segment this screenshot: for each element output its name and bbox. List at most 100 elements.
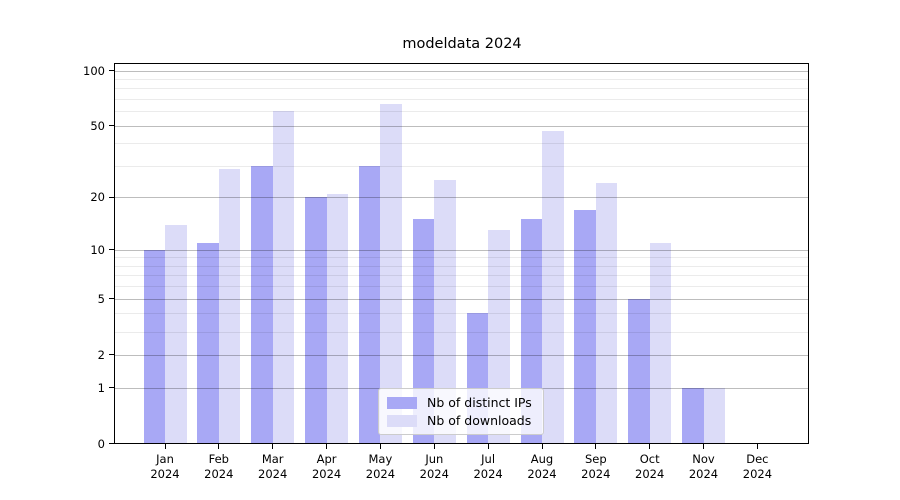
- bar-distinct-ips-jun: [412, 219, 435, 444]
- year-label: 2024: [581, 467, 611, 481]
- x-tick-label-sep: Sep 2024: [566, 452, 626, 482]
- x-tick-label-apr: Apr 2024: [297, 452, 357, 482]
- month-label: Apr: [316, 452, 337, 466]
- x-tick-mark: [218, 444, 220, 449]
- y-tick-label: 10: [90, 242, 105, 257]
- y-tick-label: 1: [97, 380, 105, 395]
- y-tick-mark: [109, 443, 114, 445]
- legend-label-downloads: Nb of downloads: [427, 413, 532, 428]
- month-label: Oct: [639, 452, 660, 466]
- legend-swatch-downloads: [387, 414, 417, 427]
- minor-gridline: [115, 286, 808, 288]
- year-label: 2024: [419, 467, 449, 481]
- minor-gridline: [115, 313, 808, 315]
- bar-distinct-ips-aug: [520, 219, 542, 444]
- minor-gridline: [115, 265, 808, 267]
- minor-gridline: [115, 331, 808, 333]
- bar-distinct-ips-nov: [682, 387, 704, 444]
- month-label: May: [368, 452, 393, 466]
- y-tick-label: 0: [97, 436, 105, 451]
- x-tick-mark: [595, 444, 597, 449]
- x-tick-mark: [487, 444, 489, 449]
- bar-downloads-sep: [595, 183, 618, 444]
- month-label: Sep: [584, 452, 607, 466]
- bar-distinct-ips-feb: [197, 242, 219, 444]
- chart-title: modeldata 2024: [402, 36, 522, 52]
- minor-gridline: [115, 143, 808, 145]
- major-gridline: [115, 197, 808, 199]
- bar-downloads-mar: [272, 111, 295, 444]
- y-tick-label: 50: [90, 118, 105, 133]
- x-tick-label-oct: Oct 2024: [620, 452, 680, 482]
- bar-downloads-jan: [165, 224, 187, 444]
- bar-distinct-ips-oct: [628, 298, 650, 444]
- minor-gridline: [115, 257, 808, 259]
- x-tick-label-jun: Jun 2024: [404, 452, 464, 482]
- bar-downloads-feb: [218, 168, 241, 444]
- y-tick-mark: [109, 125, 114, 127]
- legend: Nb of distinct IPs Nb of downloads: [378, 388, 544, 435]
- major-gridline: [115, 125, 808, 127]
- x-tick-label-mar: Mar 2024: [243, 452, 303, 482]
- y-tick-label: 20: [90, 190, 105, 205]
- x-tick-label-jul: Jul 2024: [458, 452, 518, 482]
- year-label: 2024: [365, 467, 396, 481]
- year-label: 2024: [204, 467, 234, 481]
- x-tick-mark: [541, 444, 543, 449]
- month-label: Jul: [481, 452, 496, 466]
- x-tick-mark: [164, 444, 166, 449]
- month-label: Feb: [208, 452, 229, 466]
- bar-distinct-ips-may: [358, 166, 381, 444]
- y-tick-mark: [109, 387, 114, 389]
- year-label: 2024: [311, 467, 342, 481]
- legend-swatch-distinct-ips: [387, 396, 417, 409]
- bar-downloads-oct: [649, 242, 672, 444]
- x-tick-label-nov: Nov 2024: [674, 452, 734, 482]
- minor-gridline: [115, 78, 808, 80]
- month-label: Jan: [156, 452, 174, 466]
- minor-gridline: [115, 166, 808, 167]
- major-gridline: [115, 298, 808, 300]
- year-label: 2024: [527, 467, 557, 481]
- y-tick-mark: [109, 70, 114, 72]
- y-tick-label: 100: [83, 63, 105, 78]
- y-tick-mark: [109, 354, 114, 356]
- x-tick-mark: [272, 444, 274, 449]
- y-tick-label: 5: [97, 291, 105, 306]
- month-label: Jun: [425, 452, 444, 466]
- x-tick-mark: [379, 444, 382, 449]
- bar-distinct-ips-mar: [251, 166, 273, 444]
- x-tick-label-feb: Feb 2024: [189, 452, 249, 482]
- minor-gridline: [115, 99, 808, 100]
- x-tick-mark: [649, 444, 651, 449]
- x-tick-label-may: May 2024: [350, 452, 410, 482]
- minor-gridline: [115, 275, 808, 277]
- y-tick-mark: [109, 196, 114, 199]
- month-label: Dec: [746, 452, 769, 466]
- bar-downloads-nov: [703, 387, 725, 444]
- y-tick-mark: [109, 298, 114, 300]
- bar-downloads-may: [380, 103, 402, 444]
- bar-distinct-ips-sep: [574, 209, 596, 444]
- x-tick-label-aug: Aug 2024: [512, 452, 572, 482]
- month-label: Mar: [261, 452, 284, 466]
- year-label: 2024: [635, 467, 665, 481]
- x-tick-label-jan: Jan 2024: [135, 452, 195, 482]
- bar-distinct-ips-jan: [143, 249, 165, 444]
- minor-gridline: [115, 111, 808, 113]
- x-tick-mark: [326, 444, 328, 449]
- bar-downloads-aug: [542, 130, 564, 444]
- major-gridline: [115, 354, 808, 356]
- year-label: 2024: [742, 467, 773, 481]
- minor-gridline: [115, 88, 808, 90]
- bar-downloads-jun: [434, 180, 456, 444]
- legend-item-downloads: Nb of downloads: [387, 413, 535, 428]
- legend-label-distinct-ips: Nb of distinct IPs: [427, 395, 532, 410]
- y-tick-label: 2: [97, 347, 105, 362]
- year-label: 2024: [688, 467, 719, 481]
- y-tick-mark: [109, 249, 114, 251]
- month-label: Nov: [692, 452, 715, 466]
- legend-item-distinct-ips: Nb of distinct IPs: [387, 395, 535, 410]
- major-gridline: [115, 249, 808, 251]
- month-label: Aug: [530, 452, 554, 466]
